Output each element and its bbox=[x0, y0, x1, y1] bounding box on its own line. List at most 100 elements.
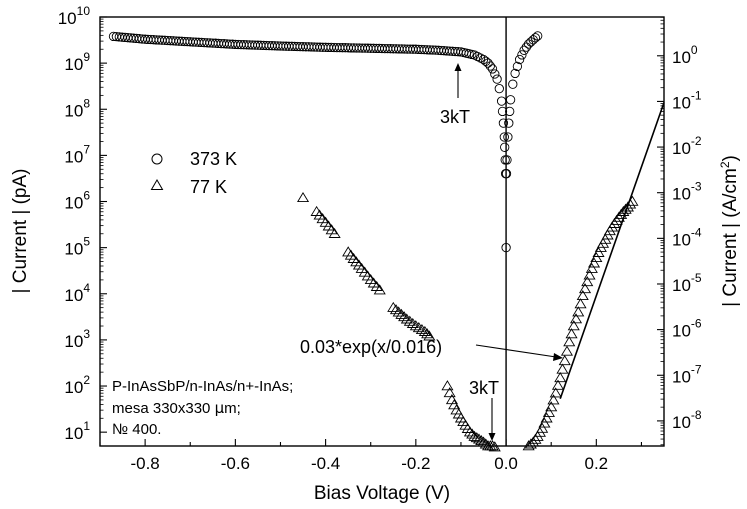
y-right-tick-base: 10 bbox=[672, 230, 691, 249]
y-left-tick-base: 10 bbox=[64, 101, 83, 120]
y-left-tick-exp: 8 bbox=[83, 96, 90, 110]
fit-line bbox=[559, 102, 665, 400]
y-right-tick-base: 10 bbox=[672, 139, 691, 158]
y-right-tick-exp: -1 bbox=[691, 88, 702, 102]
data-point-77K bbox=[585, 262, 598, 273]
data-point-373K bbox=[512, 61, 523, 72]
data-point-77K bbox=[406, 317, 419, 328]
data-point-77K bbox=[352, 259, 365, 270]
y-right-tick-exp: -5 bbox=[691, 271, 702, 285]
data-point-77K bbox=[590, 252, 603, 263]
data-point-373K bbox=[483, 58, 493, 68]
data-point-373K bbox=[510, 68, 520, 79]
data-point-77K bbox=[389, 304, 402, 315]
y-left-tick-base: 10 bbox=[64, 55, 83, 74]
data-point-77K bbox=[563, 336, 576, 347]
y-axis-right-title-end: ) bbox=[720, 155, 741, 161]
data-point-77K bbox=[587, 257, 601, 268]
x-tick-label: -0.2 bbox=[401, 454, 430, 473]
arrowhead-3kT-top bbox=[454, 63, 462, 71]
data-point-77K bbox=[418, 325, 431, 336]
y-left-tick-exp: 10 bbox=[77, 4, 91, 18]
data-point-77K bbox=[549, 387, 562, 398]
label-3kT-bottom: 3kT bbox=[469, 378, 499, 398]
data-point-77K bbox=[592, 246, 605, 257]
data-point-373K bbox=[505, 95, 516, 105]
y-left-tick-label: 106 bbox=[64, 189, 90, 213]
legend: 373 K 77 K bbox=[150, 149, 237, 197]
y-left-tick-label: 109 bbox=[64, 50, 90, 74]
fit-label: 0.03*exp(x/0.016) bbox=[300, 337, 442, 357]
data-point-77K bbox=[583, 269, 596, 280]
y-right-tick-base: 10 bbox=[672, 322, 691, 341]
data-point-77K bbox=[560, 345, 573, 356]
sample-info-unit: m; bbox=[224, 400, 241, 417]
data-point-77K bbox=[466, 428, 479, 439]
data-point-77K bbox=[536, 422, 549, 433]
y-axis-left-title: | Current | (pA) bbox=[10, 169, 31, 294]
y-right-tick-exp: 0 bbox=[691, 43, 698, 57]
y-right-tick-label: 10-3 bbox=[672, 180, 702, 204]
x-axis: -0.8 -0.6 -0.4 -0.2 0.0 0.2 bbox=[99, 439, 642, 473]
y-left-tick-label: 108 bbox=[64, 96, 90, 120]
y-left-tick-base: 10 bbox=[64, 286, 83, 305]
data-point-77K bbox=[403, 315, 416, 326]
x-tick-label: 0.2 bbox=[584, 454, 608, 473]
sample-info-line-1: P-InAsSbP/n-InAs/n+-InAs; bbox=[112, 378, 293, 395]
y-left-tick-base: 10 bbox=[64, 240, 83, 259]
data-point-77K bbox=[547, 394, 560, 405]
data-point-77K bbox=[392, 306, 405, 317]
y-right-tick-exp: -6 bbox=[691, 317, 702, 331]
sample-info-line-3: № 400. bbox=[112, 421, 161, 438]
data-point-77K bbox=[387, 301, 400, 312]
y-left-tick-exp: 9 bbox=[83, 50, 90, 64]
y-left-tick-exp: 4 bbox=[83, 281, 90, 295]
sample-info-mesa: mesa 330x330 bbox=[112, 400, 215, 417]
y-left-tick-exp: 5 bbox=[83, 235, 90, 249]
arrowhead-fit bbox=[553, 353, 563, 361]
sample-info-line-2: mesa 330x330 μm; bbox=[112, 399, 241, 417]
data-point-373K bbox=[504, 118, 514, 128]
y-left-tick-exp: 6 bbox=[83, 189, 90, 203]
data-point-373K bbox=[492, 74, 502, 84]
data-point-373K bbox=[500, 155, 510, 165]
legend-label-373K: 373 K bbox=[190, 149, 237, 169]
y-right-tick-label: 10-7 bbox=[672, 362, 702, 386]
y-right-tick-base: 10 bbox=[672, 48, 691, 67]
data-point-77K bbox=[542, 406, 556, 417]
data-point-373K bbox=[514, 54, 525, 65]
data-point-77K bbox=[423, 330, 436, 341]
y-right-tick-label: 10-6 bbox=[672, 317, 702, 341]
y-left-tick-base: 10 bbox=[64, 147, 83, 166]
data-point-373K bbox=[494, 83, 504, 94]
y-left-tick-label: 107 bbox=[64, 142, 90, 166]
data-point-373K bbox=[517, 50, 527, 60]
y-left-tick-exp: 3 bbox=[83, 327, 90, 341]
data-point-77K bbox=[421, 328, 434, 339]
data-point-77K bbox=[576, 290, 589, 301]
y-right-tick-exp: -8 bbox=[691, 408, 702, 422]
plot-frame bbox=[99, 16, 665, 447]
legend-marker-circle bbox=[151, 153, 163, 165]
data-point-77K bbox=[475, 435, 488, 446]
y-axis-right-title-sup: 2 bbox=[718, 161, 732, 168]
data-point-77K bbox=[574, 298, 587, 309]
data-point-77K bbox=[409, 320, 422, 331]
y-axis-right-title: | Current | (A/cm2) bbox=[718, 155, 741, 307]
data-point-373K bbox=[503, 132, 513, 142]
y-left-tick-base: 10 bbox=[64, 424, 83, 443]
data-point-77K bbox=[558, 355, 571, 366]
data-point-77K bbox=[612, 211, 625, 222]
y-left-tick-label: 101 bbox=[64, 419, 90, 443]
y-left-tick-label: 103 bbox=[64, 327, 90, 351]
data-point-77K bbox=[556, 363, 569, 374]
data-point-373K bbox=[500, 142, 510, 152]
series-77K bbox=[297, 192, 639, 452]
data-point-77K bbox=[468, 430, 481, 441]
x-tick-label: -0.4 bbox=[311, 454, 340, 473]
y-left-tick-label: 102 bbox=[64, 373, 90, 397]
data-point-373K bbox=[530, 33, 541, 43]
y-left-tick-exp: 7 bbox=[83, 142, 90, 156]
data-point-373K bbox=[533, 31, 543, 41]
